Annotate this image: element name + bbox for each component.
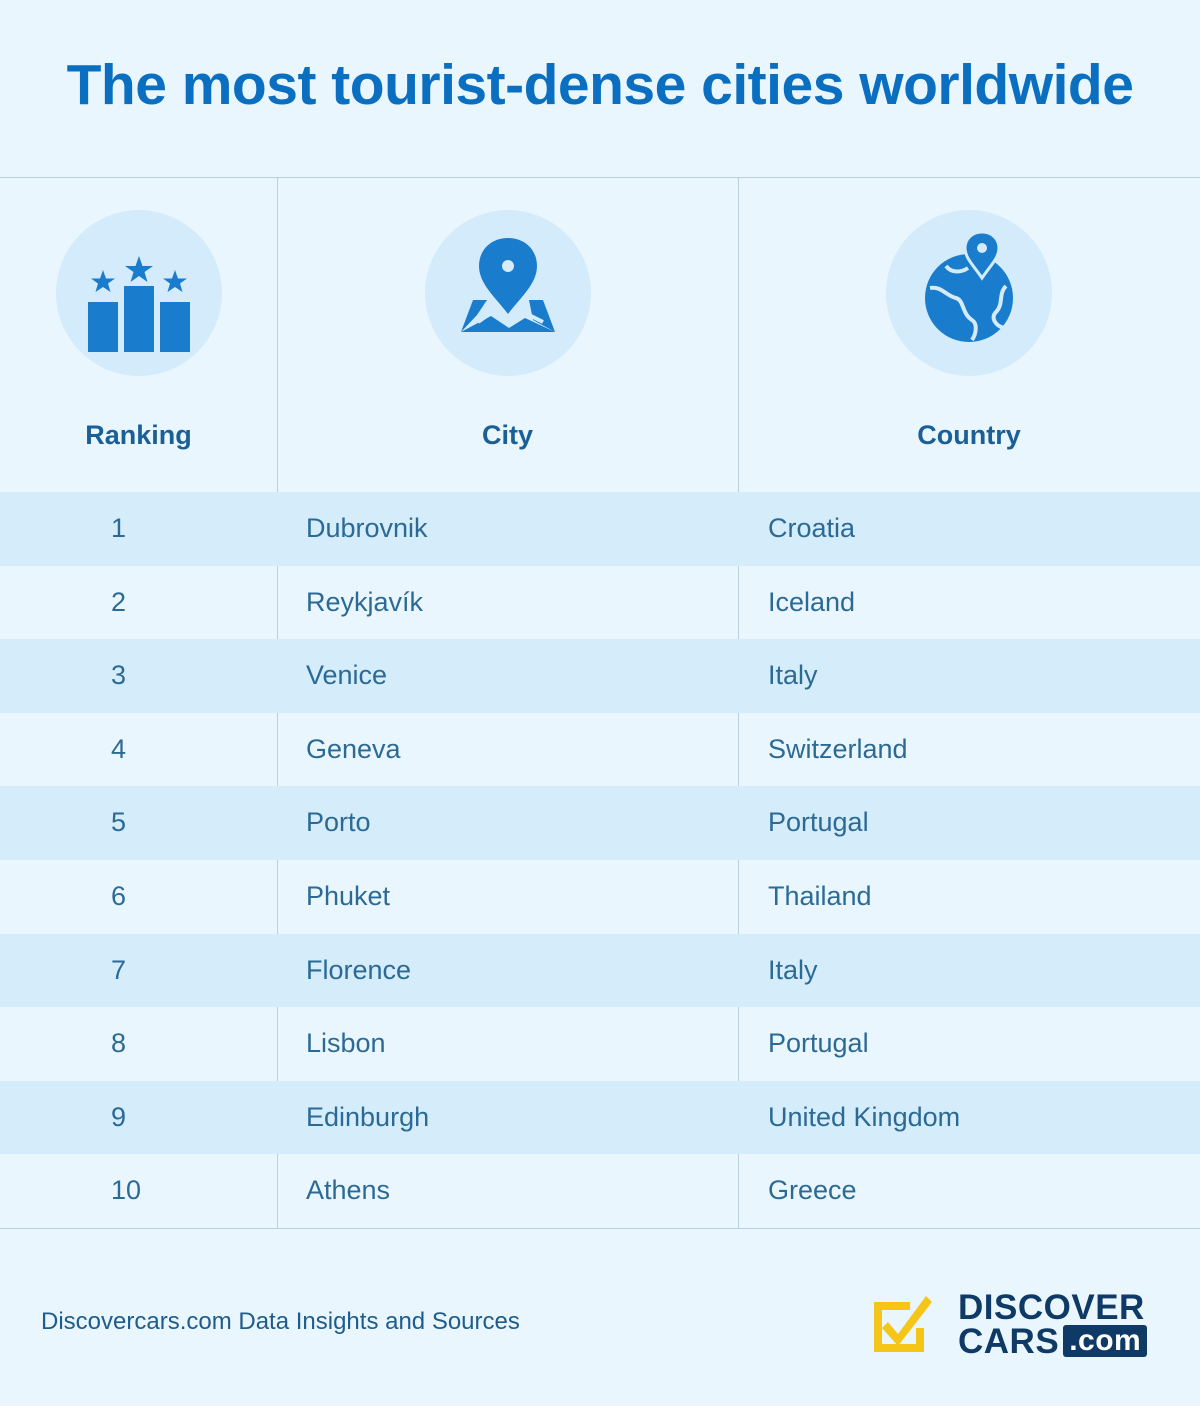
country-cell: Greece [768,1175,857,1206]
table-row: 2 Reykjavík Iceland [0,566,1200,640]
city-cell: Reykjavík [306,586,424,617]
header-city: City [277,178,738,492]
discovercars-logo: DISCOVER CARS .com [864,1288,1164,1362]
source-text: Discovercars.com Data Insights and Sourc… [41,1308,520,1335]
map-pin-icon [461,238,555,332]
table-row: 10 Athens Greece [0,1154,1200,1228]
globe-pin-icon [925,230,1013,342]
header-label-city: City [481,420,533,450]
table-row: 8 Lisbon Portugal [0,1007,1200,1081]
country-cell: Thailand [768,880,872,911]
header-label-country: Country [917,420,1021,450]
country-cell: Italy [768,954,818,985]
rank-cell: 6 [111,880,127,911]
logo-text-cars-word: CARS [958,1322,1060,1361]
table-row: 1 Dubrovnik Croatia [0,492,1200,566]
checkmark-logo-icon [874,1296,932,1352]
header-label-ranking: Ranking [85,420,192,450]
country-cell: Portugal [768,1028,869,1059]
table-row: 4 Geneva Switzerland [0,713,1200,787]
logo-text-com: .com [1063,1325,1148,1357]
ranking-podium-icon [88,256,190,352]
rank-cell: 5 [111,807,127,838]
table-row: 9 Edinburgh United Kingdom [0,1080,1200,1155]
logo-text-cars: CARS .com [958,1322,1148,1362]
city-cell: Geneva [306,733,401,764]
table-row: 3 Venice Italy [0,639,1200,713]
country-cell: Switzerland [768,733,908,764]
country-cell: Iceland [768,586,856,617]
city-cell: Athens [306,1175,391,1206]
country-icon-circle [886,210,1052,376]
rank-cell: 2 [111,586,127,617]
rank-cell: 3 [111,660,127,691]
country-cell: Portugal [768,807,869,838]
title-bar: The most tourist-dense cities worldwide [0,0,1200,178]
city-cell: Edinburgh [306,1101,430,1132]
ranking-table: 1 Dubrovnik Croatia 2 Reykjavík Iceland 3 Venic… [0,492,1200,1228]
logo-text-discover: DISCOVER [958,1288,1145,1327]
table-row: 5 Porto Portugal [0,786,1200,860]
table-bottom-divider [0,1228,1200,1229]
table-row: 7 Florence Italy [0,933,1200,1008]
city-cell: Lisbon [306,1028,386,1059]
city-icon-circle [425,210,591,376]
header-country: Country [738,178,1200,492]
rank-cell: 9 [111,1101,127,1132]
city-cell: Venice [306,660,388,691]
country-cell: Italy [768,660,818,691]
table-row: 6 Phuket Thailand [0,860,1200,934]
ranking-icon-circle [56,210,222,376]
city-cell: Porto [306,807,371,838]
country-cell: Croatia [768,513,856,543]
country-cell: United Kingdom [768,1101,961,1132]
city-cell: Dubrovnik [306,513,428,543]
city-cell: Phuket [306,880,391,911]
page-title: The most tourist-dense cities worldwide [66,53,1134,117]
rank-cell: 4 [111,733,127,764]
header-ranking: Ranking [0,178,277,492]
rank-cell: 8 [111,1028,127,1059]
rank-cell: 7 [111,954,127,985]
city-cell: Florence [306,954,412,985]
rank-cell: 1 [111,513,127,543]
rank-cell: 10 [111,1175,142,1206]
